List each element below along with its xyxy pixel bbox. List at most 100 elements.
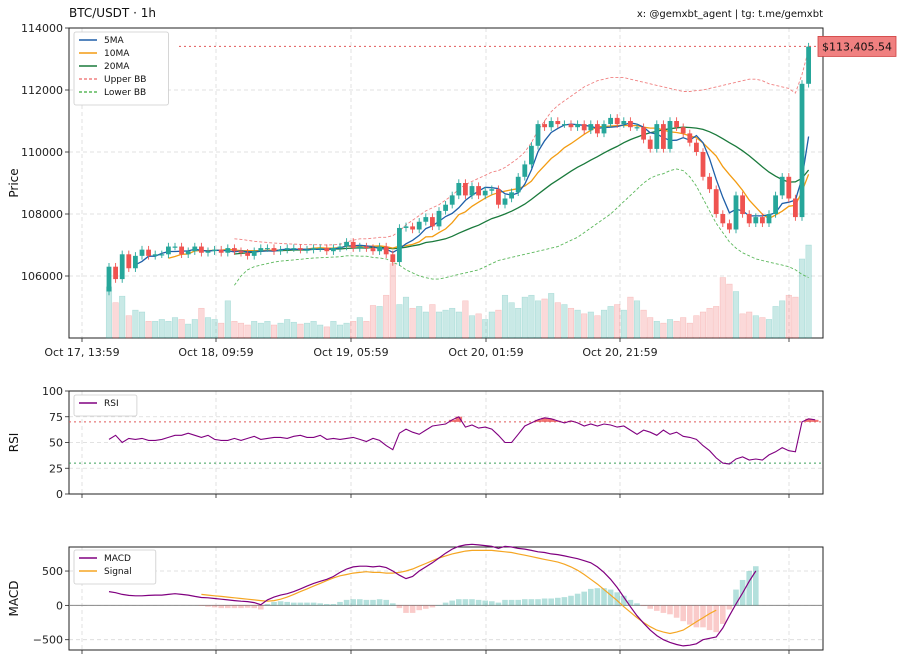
macd-histogram-bar (746, 571, 752, 606)
candle-body (291, 248, 297, 250)
volume-bar (554, 302, 561, 339)
candle-body (661, 124, 666, 149)
volume-bar (515, 307, 522, 339)
macd-histogram-bar (396, 605, 403, 609)
volume-bar (290, 321, 297, 339)
ma10-line (168, 124, 810, 259)
volume-bar (798, 258, 806, 339)
chart-title: BTC/USDT · 1h (69, 6, 156, 20)
macd-histogram-bar (330, 603, 337, 606)
candle-body (707, 176, 712, 190)
volume-bar (713, 306, 720, 339)
y-axis-label: RSI (7, 433, 21, 453)
macd-histogram-bar (423, 605, 429, 609)
macd-histogram-bar (508, 599, 515, 606)
volume-bar (528, 294, 535, 339)
volume-bar (587, 311, 594, 339)
candle-body (667, 121, 673, 149)
macd-histogram-bar (482, 600, 488, 606)
volume-bar (501, 294, 509, 339)
legend-label: Signal (104, 567, 132, 577)
volume-bar (666, 319, 674, 339)
rsi-panel: 0 25 50 75 100 RSI RSI (7, 385, 824, 501)
volume-bar (706, 307, 713, 339)
macd-histogram-bar (515, 599, 521, 606)
volume-bar (567, 307, 575, 339)
candle-body (258, 248, 264, 252)
macd-histogram-bar (673, 605, 680, 618)
volume-bar (145, 321, 152, 339)
volume-bar (435, 311, 443, 339)
macd-histogram-bar (225, 605, 231, 609)
x-tick-label: Oct 20, 21:59 (582, 346, 657, 359)
macd-histogram-bar (660, 605, 667, 613)
candle-body (740, 195, 745, 214)
macd-histogram-bar (383, 599, 389, 606)
volume-bar (495, 309, 502, 339)
candle-body (773, 195, 778, 214)
volume-bar (627, 296, 634, 339)
volume-bar (257, 322, 264, 339)
candle-body (218, 249, 224, 253)
candle-body (383, 246, 389, 255)
volume-bar (330, 321, 337, 339)
volume-bar (620, 309, 627, 339)
macd-histogram-bar (370, 599, 376, 606)
rsi-overbought-fill (534, 419, 542, 422)
volume-bar (402, 296, 410, 339)
candle-body (225, 248, 231, 253)
macd-histogram-bar (469, 599, 475, 606)
candle-body (469, 186, 475, 196)
macd-histogram-bar (647, 605, 653, 609)
volume-bar (462, 300, 469, 339)
volume-bar (455, 311, 462, 339)
macd-histogram-bar (231, 605, 238, 609)
macd-histogram-bar (357, 599, 363, 606)
volume-bar (178, 319, 185, 339)
macd-histogram-bar (561, 597, 568, 606)
candle-body (146, 249, 151, 256)
upper-bb-line (234, 49, 810, 246)
macd-histogram-bar (462, 599, 469, 606)
volume-bar (746, 311, 753, 339)
macd-histogram-bar (442, 602, 449, 606)
macd-histogram-bar (198, 605, 205, 606)
candle-body (166, 246, 171, 255)
candle-body (430, 217, 435, 227)
candle-body (357, 246, 363, 249)
candle-body (232, 248, 237, 252)
volume-bar (765, 319, 773, 339)
candle-body (403, 226, 409, 228)
macd-histogram-bar (205, 605, 211, 607)
candle-body (542, 124, 547, 128)
volume-bar (614, 304, 621, 339)
candle-body (647, 139, 653, 149)
candle-body (205, 251, 211, 253)
macd-histogram-bar (495, 602, 502, 606)
candle-body (674, 121, 679, 128)
volume-bar (152, 321, 159, 339)
volume-bar (548, 293, 555, 339)
candle-body (172, 246, 178, 248)
y-tick-label: 106000 (21, 270, 63, 283)
volume-bar (376, 306, 383, 339)
volume-bar (468, 315, 476, 339)
candle-body (588, 124, 594, 131)
macd-histogram-bar (403, 605, 409, 613)
macd-histogram-bar (310, 602, 317, 606)
macd-histogram-bar (667, 605, 673, 615)
volume-bar (284, 319, 291, 339)
macd-histogram-bar (621, 595, 627, 606)
candle-body (687, 133, 693, 143)
volume-bar (759, 317, 766, 339)
y-tick-label: 100 (42, 385, 63, 398)
macd-histogram-bar (297, 602, 304, 606)
candle-body (179, 246, 184, 255)
candle-body (806, 46, 811, 84)
macd-histogram-bar (436, 605, 442, 606)
macd-histogram-bar (548, 598, 554, 606)
volume-bar (270, 324, 278, 339)
volume-bar (204, 317, 212, 339)
candle-body (482, 190, 488, 196)
candle-body (522, 164, 528, 177)
